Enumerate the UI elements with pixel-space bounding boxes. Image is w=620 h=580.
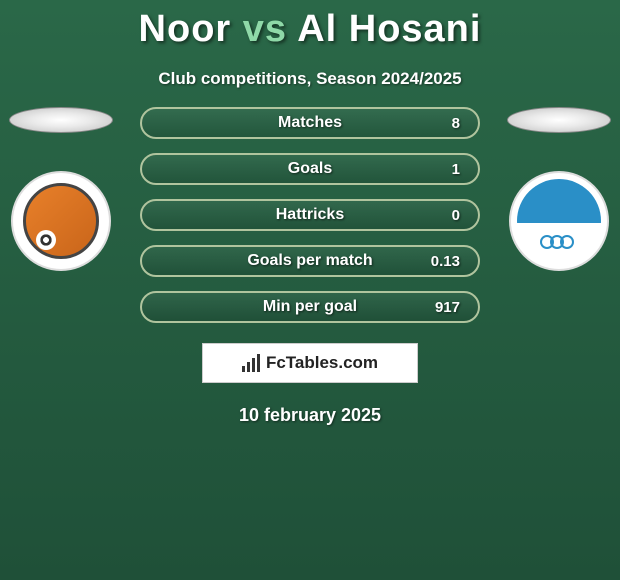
brand-text: FcTables.com: [266, 353, 378, 373]
stat-value: 8: [452, 115, 460, 132]
ajman-club-icon: [23, 183, 99, 259]
stat-label: Hattricks: [276, 206, 344, 224]
bar-chart-icon: [242, 354, 260, 372]
stat-row-hattricks: Hattricks 0: [140, 199, 480, 231]
stats-column: Matches 8 Goals 1 Hattricks 0 Goals per …: [116, 107, 504, 383]
player1-name: Noor: [139, 8, 232, 50]
player1-club-logo: [11, 171, 111, 271]
player2-photo-placeholder: [507, 107, 611, 133]
stat-value: 917: [435, 299, 460, 316]
player2-name: Al Hosani: [297, 8, 481, 50]
player2-club-logo: [509, 171, 609, 271]
baniyas-club-icon: [517, 179, 601, 263]
stat-row-matches: Matches 8: [140, 107, 480, 139]
right-column: [504, 107, 614, 271]
brand-box[interactable]: FcTables.com: [202, 343, 418, 383]
stat-row-goals: Goals 1: [140, 153, 480, 185]
stat-value: 1: [452, 161, 460, 178]
vs-separator: vs: [243, 8, 287, 50]
stat-value: 0.13: [431, 253, 460, 270]
date-text: 10 february 2025: [0, 405, 620, 426]
subtitle: Club competitions, Season 2024/2025: [0, 69, 620, 89]
content-row: Matches 8 Goals 1 Hattricks 0 Goals per …: [0, 107, 620, 383]
stat-value: 0: [452, 207, 460, 224]
page-title: Noor vs Al Hosani: [0, 0, 620, 51]
stat-label: Matches: [278, 114, 342, 132]
stat-label: Min per goal: [263, 298, 357, 316]
player1-photo-placeholder: [9, 107, 113, 133]
stat-row-min-per-goal: Min per goal 917: [140, 291, 480, 323]
stat-label: Goals: [288, 160, 332, 178]
stat-row-goals-per-match: Goals per match 0.13: [140, 245, 480, 277]
left-column: [6, 107, 116, 271]
stat-label: Goals per match: [247, 252, 372, 270]
